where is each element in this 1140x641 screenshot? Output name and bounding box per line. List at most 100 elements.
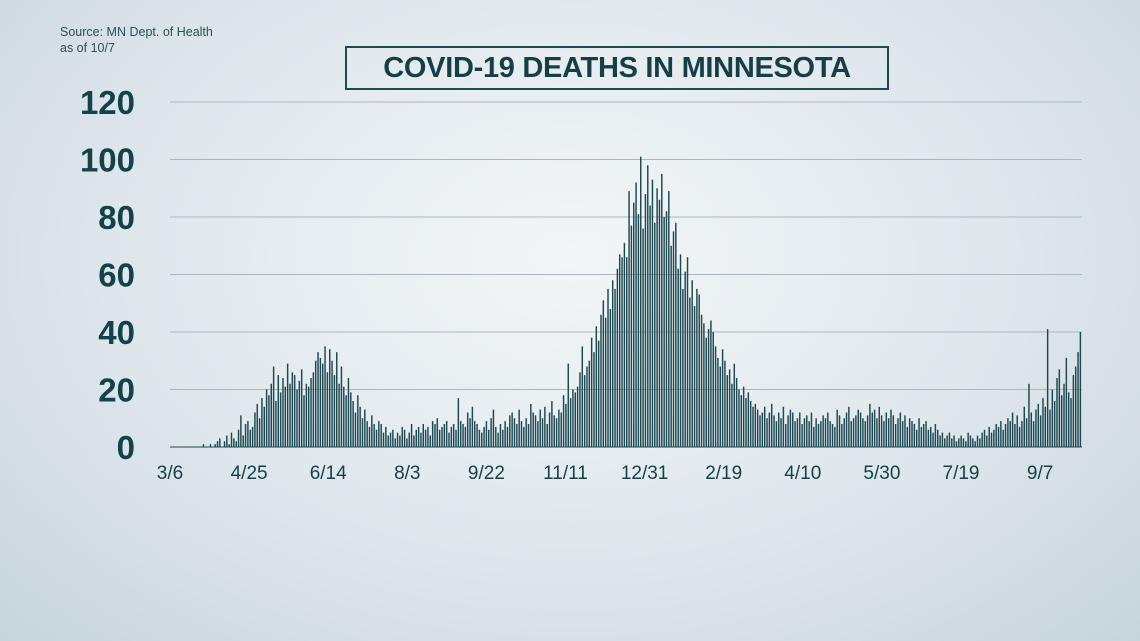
bar: [768, 412, 771, 447]
bar: [546, 424, 548, 447]
bar: [361, 418, 364, 447]
bar: [424, 429, 427, 447]
bar: [532, 412, 534, 447]
bar: [848, 406, 850, 447]
bar: [455, 429, 457, 447]
bar: [890, 409, 892, 448]
bar: [1079, 332, 1082, 447]
bar: [314, 360, 317, 447]
bar: [429, 435, 432, 447]
bar: [731, 383, 733, 447]
bar: [600, 314, 602, 447]
bar: [773, 415, 775, 448]
bar: [843, 418, 845, 447]
bar: [887, 418, 890, 447]
bar: [602, 300, 605, 448]
bar: [590, 337, 593, 447]
bars: [202, 156, 1082, 448]
bar: [263, 406, 265, 447]
y-tick-label: 20: [98, 372, 135, 409]
bar: [551, 401, 553, 447]
bar: [810, 412, 813, 447]
chart-title: COVID-19 DEATHS IN MINNESOTA: [383, 51, 851, 84]
bar: [502, 429, 504, 447]
bar: [918, 418, 920, 447]
bar: [651, 179, 654, 448]
bar: [892, 415, 895, 448]
bar: [235, 441, 237, 447]
bar: [322, 363, 324, 448]
bar: [604, 317, 607, 448]
bar: [682, 288, 684, 448]
bar: [953, 435, 955, 447]
bar: [537, 421, 539, 448]
bar: [459, 421, 462, 448]
bar: [282, 378, 284, 447]
bar: [483, 426, 485, 448]
bar: [927, 429, 930, 447]
bar: [399, 435, 401, 447]
bar: [452, 424, 455, 447]
bar: [364, 409, 366, 448]
chart-title-box: COVID-19 DEATHS IN MINNESOTA: [345, 46, 889, 90]
bar: [647, 165, 649, 447]
bar: [403, 429, 406, 447]
bar: [380, 424, 382, 447]
bar: [939, 435, 941, 447]
bar: [904, 415, 906, 448]
bar: [448, 432, 450, 448]
bar: [357, 395, 359, 447]
bar: [726, 375, 728, 448]
bar: [586, 366, 588, 447]
bar: [1021, 421, 1023, 448]
y-tick-label: 60: [98, 257, 135, 294]
bar: [368, 426, 371, 448]
bar: [661, 173, 663, 448]
bar: [1070, 398, 1072, 448]
bar: [675, 222, 677, 447]
bar: [995, 424, 997, 447]
bar: [324, 346, 326, 448]
bar: [457, 398, 460, 448]
bar: [286, 363, 289, 448]
bar: [876, 418, 878, 447]
bar: [415, 429, 417, 447]
bar: [593, 352, 595, 448]
bar: [679, 254, 682, 448]
bar: [438, 429, 441, 447]
bar: [1007, 418, 1009, 447]
bar: [422, 424, 424, 447]
bar: [728, 369, 731, 448]
bar: [499, 424, 502, 447]
bar: [1018, 426, 1021, 448]
bar: [815, 418, 817, 447]
bar: [792, 412, 794, 447]
bar: [1044, 406, 1047, 447]
bar: [310, 378, 312, 447]
bar: [333, 375, 336, 448]
bar: [462, 424, 464, 447]
bar: [254, 412, 256, 447]
bar: [375, 429, 378, 447]
bar: [925, 421, 927, 448]
bar: [1053, 401, 1056, 447]
bar: [445, 421, 448, 448]
bar: [955, 441, 958, 447]
x-axis: 3/6 4/25 6/14 8/3 9/22 11/11 12/31 2/19 4/10 5/30…: [157, 463, 1054, 484]
bar: [350, 392, 352, 448]
bar: [530, 403, 532, 448]
as-of-date: as of 10/7: [60, 41, 115, 55]
bar: [820, 421, 822, 448]
y-tick-label: 80: [98, 199, 135, 236]
bar: [562, 395, 565, 447]
x-tick-label: 2/19: [705, 463, 742, 484]
bar: [244, 424, 247, 447]
bar: [944, 438, 946, 448]
bar: [296, 389, 298, 447]
bar: [1025, 418, 1028, 447]
bar: [249, 429, 251, 447]
bar: [230, 432, 233, 448]
bar: [628, 191, 630, 448]
bar: [611, 280, 614, 447]
bar: [352, 401, 354, 447]
